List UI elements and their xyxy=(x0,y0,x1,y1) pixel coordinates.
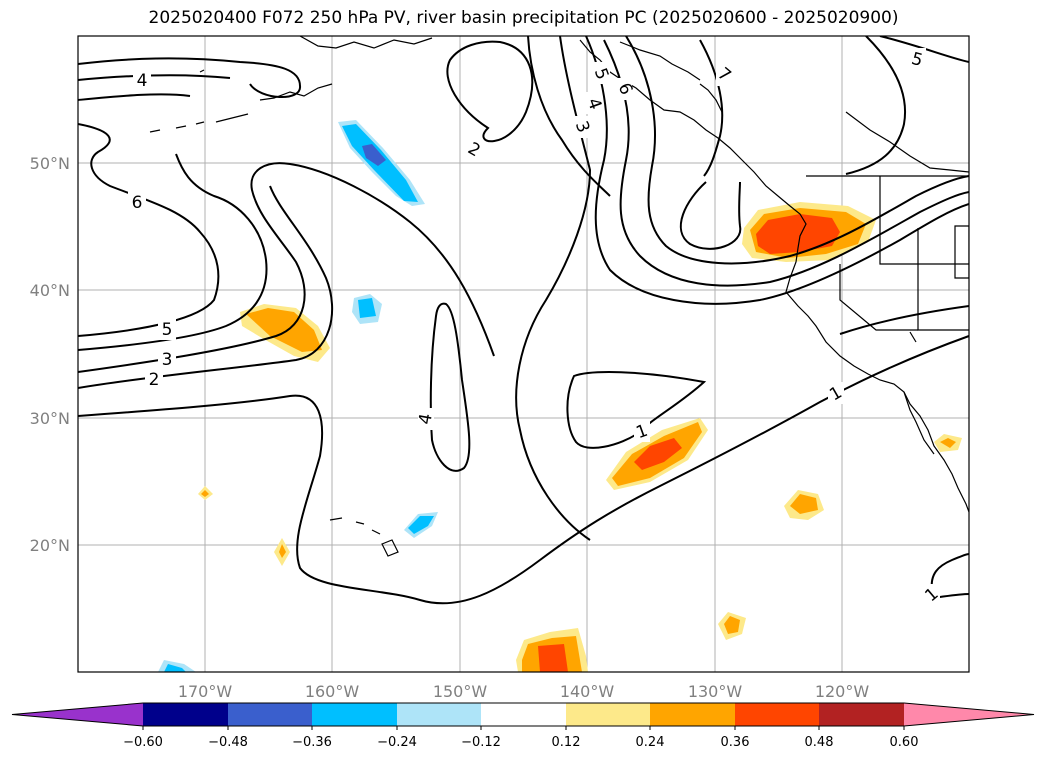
colorbar-tick-label: 0.60 xyxy=(890,735,919,750)
colorbar-segment xyxy=(397,703,481,726)
colorbar-segment xyxy=(735,703,819,726)
lat-label: 50°N xyxy=(30,154,70,173)
colorbar-segment xyxy=(566,703,650,726)
colorbar-tick-label: 0.24 xyxy=(636,735,665,750)
colorbar-segment xyxy=(228,703,312,726)
colorbar-segment xyxy=(819,703,904,726)
colorbar: −0.60 −0.48 −0.36 −0.24 −0.12 0.12 0.24 0.36 0.4… xyxy=(11,702,1035,750)
contour-label: 5 xyxy=(909,49,925,71)
colorbar-segment xyxy=(312,703,397,726)
contour-label: 6 xyxy=(132,193,143,213)
gridlines xyxy=(78,36,969,672)
lon-label: 140°W xyxy=(560,682,615,701)
contour-label: 3 xyxy=(162,350,173,370)
lat-label: 20°N xyxy=(30,536,70,555)
colorbar-tick-label: −0.60 xyxy=(123,735,163,750)
colorbar-tick-label: −0.48 xyxy=(208,735,248,750)
lat-label: 40°N xyxy=(30,281,70,300)
lat-label: 30°N xyxy=(30,409,70,428)
contour-label: 4 xyxy=(137,71,148,91)
lon-label: 120°W xyxy=(815,682,870,701)
contour-label: 4 xyxy=(415,412,437,426)
lon-label: 170°W xyxy=(178,682,233,701)
colorbar-tick-label: 0.12 xyxy=(552,735,581,750)
longitude-labels: 170°W 160°W 150°W 140°W 130°W 120°W xyxy=(178,682,870,701)
colorbar-tick-label: −0.24 xyxy=(377,735,417,750)
map-title: 2025020400 F072 250 hPa PV, river basin … xyxy=(148,8,899,28)
colorbar-segment xyxy=(481,703,566,726)
lon-label: 160°W xyxy=(305,682,360,701)
contour-labels: 4 6 5 3 2 2 5 4 3 6 7 xyxy=(128,48,943,606)
lon-label: 150°W xyxy=(433,682,488,701)
contour-label: 2 xyxy=(149,370,160,390)
map-frame xyxy=(77,35,970,673)
pv-contours xyxy=(78,36,969,605)
colorbar-segment xyxy=(143,703,228,726)
colorbar-extend-low xyxy=(12,703,143,726)
colorbar-segment xyxy=(650,703,735,726)
colorbar-tick-label: 0.48 xyxy=(805,735,834,750)
latitude-labels: 50°N 40°N 30°N 20°N xyxy=(30,154,70,555)
contour-label: 5 xyxy=(162,320,173,340)
colorbar-extend-high xyxy=(904,703,1034,726)
colorbar-tick-label: −0.12 xyxy=(461,735,501,750)
lon-label: 130°W xyxy=(688,682,743,701)
colorbar-tick-label: 0.36 xyxy=(721,735,750,750)
map-panel: 4 6 5 3 2 2 5 4 3 6 7 xyxy=(77,35,970,673)
colorbar-tick-label: −0.36 xyxy=(292,735,332,750)
